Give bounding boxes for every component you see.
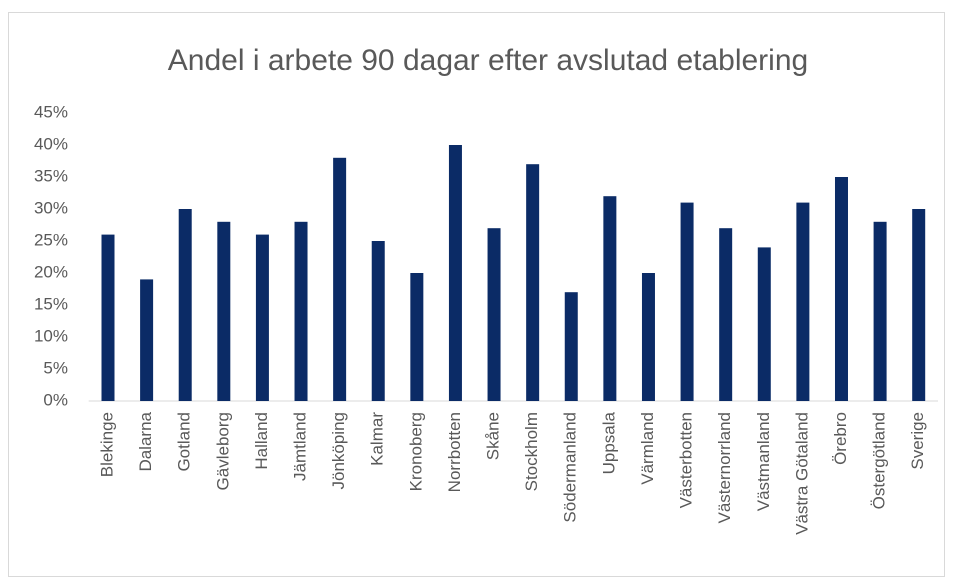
x-tick-label: Dalarna <box>136 411 155 471</box>
bar <box>680 202 694 401</box>
x-tick-label: Jönköping <box>329 412 348 490</box>
bar <box>371 241 385 401</box>
chart-title: Andel i arbete 90 dagar efter avslutad e… <box>168 44 808 77</box>
x-tick-label: Skåne <box>484 412 503 460</box>
x-tick-label: Gotland <box>175 412 194 472</box>
x-tick-label: Stockholm <box>522 412 541 491</box>
x-tick-label: Jämtland <box>291 412 310 481</box>
bar <box>834 177 848 401</box>
bar <box>526 164 540 401</box>
bar <box>333 157 347 401</box>
y-tick-label: 15% <box>34 294 68 313</box>
y-tick-label: 40% <box>34 134 68 153</box>
bar <box>217 221 231 401</box>
x-tick-label: Södermanland <box>561 412 580 523</box>
x-tick-label: Västra Götaland <box>792 412 811 535</box>
y-tick-label: 30% <box>34 198 68 217</box>
bar <box>101 234 115 401</box>
bar <box>873 221 887 401</box>
bar <box>178 209 192 401</box>
bar <box>564 292 578 401</box>
y-tick-label: 35% <box>34 166 68 185</box>
x-tick-label: Kalmar <box>368 412 387 466</box>
bar <box>410 273 424 401</box>
bar <box>796 202 810 401</box>
x-tick-label: Gävleborg <box>213 412 232 490</box>
y-tick-label: 20% <box>34 262 68 281</box>
x-tick-label: Norrbotten <box>445 412 464 492</box>
chart-border <box>8 12 945 577</box>
bar <box>603 196 617 401</box>
bar <box>719 228 733 401</box>
x-tick-label: Västernorrland <box>715 412 734 524</box>
bar <box>487 228 501 401</box>
x-tick-label: Västerbotten <box>677 412 696 508</box>
x-tick-label: Västmanland <box>754 412 773 511</box>
x-tick-label: Östergötland <box>870 412 889 509</box>
x-tick-label: Uppsala <box>599 411 618 474</box>
x-tick-label: Halland <box>252 412 271 470</box>
y-tick-label: 25% <box>34 230 68 249</box>
bar <box>757 247 771 401</box>
x-tick-label: Örebro <box>831 412 850 465</box>
bar <box>140 279 154 401</box>
y-tick-label: 10% <box>34 326 68 345</box>
bar <box>255 234 269 401</box>
y-tick-label: 45% <box>34 102 68 121</box>
x-tick-label: Blekinge <box>97 412 116 477</box>
bar <box>641 273 655 401</box>
y-tick-label: 5% <box>43 358 68 377</box>
y-tick-label: 0% <box>43 390 68 409</box>
bar <box>912 209 926 401</box>
bar <box>448 145 462 401</box>
x-tick-label: Kronoberg <box>406 412 425 491</box>
x-tick-label: Värmland <box>638 412 657 485</box>
x-tick-label: Sverige <box>908 412 927 470</box>
bar <box>294 221 308 401</box>
